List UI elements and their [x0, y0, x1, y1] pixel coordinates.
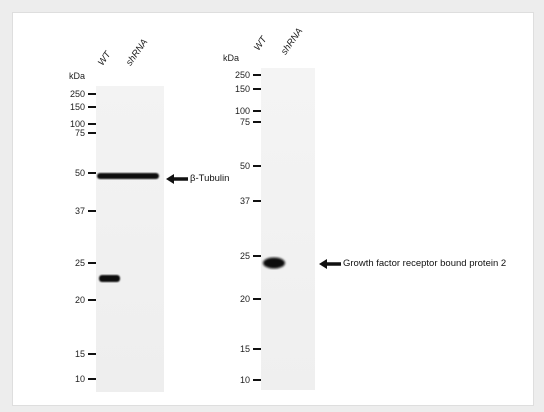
right-band-wt-grb2	[263, 257, 285, 269]
right-membrane	[261, 68, 315, 390]
right-marker-20: 20	[228, 294, 261, 304]
left-marker-75: 75	[63, 128, 96, 138]
left-marker-37: 37	[63, 206, 96, 216]
arrow-left-icon	[166, 173, 188, 184]
left-marker-25: 25	[63, 258, 96, 268]
left-band-tubulin	[97, 173, 159, 179]
left-marker-250: 250	[63, 89, 96, 99]
right-membrane-surface	[261, 68, 315, 390]
left-band-wt-25kda	[99, 275, 120, 282]
left-lane-label-shrna: shRNA	[123, 37, 151, 68]
left-marker-100: 100	[63, 119, 96, 129]
left-marker-15: 15	[63, 349, 96, 359]
right-marker-37: 37	[228, 196, 261, 206]
right-lane-label-shrna: shRNA	[278, 26, 306, 57]
left-band-annotation-text: β-Tubulin	[190, 173, 230, 184]
left-band-annotation: β-Tubulin	[166, 173, 229, 184]
right-band-annotation: Growth factor receptor bound protein 2	[319, 258, 506, 269]
right-lane-label-wt: WT	[251, 34, 270, 53]
arrow-left-icon	[319, 258, 341, 269]
right-marker-100: 100	[228, 106, 261, 116]
left-membrane	[96, 86, 164, 392]
right-marker-75: 75	[228, 117, 261, 127]
right-marker-15: 15	[228, 344, 261, 354]
left-membrane-surface	[96, 86, 164, 392]
left-marker-20: 20	[63, 295, 96, 305]
right-marker-10: 10	[228, 375, 261, 385]
right-kda-label: kDa	[223, 53, 240, 63]
image-card: kDa WT shRNA 250 150 100 75 50 37 25 20 …	[12, 12, 534, 406]
left-marker-150: 150	[63, 102, 96, 112]
right-marker-50: 50	[228, 161, 261, 171]
left-marker-10: 10	[63, 374, 96, 384]
right-band-annotation-text: Growth factor receptor bound protein 2	[343, 258, 507, 269]
right-marker-250: 250	[228, 70, 261, 80]
left-lane-label-wt: WT	[95, 49, 114, 68]
right-marker-25: 25	[228, 251, 261, 261]
left-kda-label: kDa	[69, 71, 86, 81]
right-marker-150: 150	[228, 84, 261, 94]
left-marker-50: 50	[63, 168, 96, 178]
